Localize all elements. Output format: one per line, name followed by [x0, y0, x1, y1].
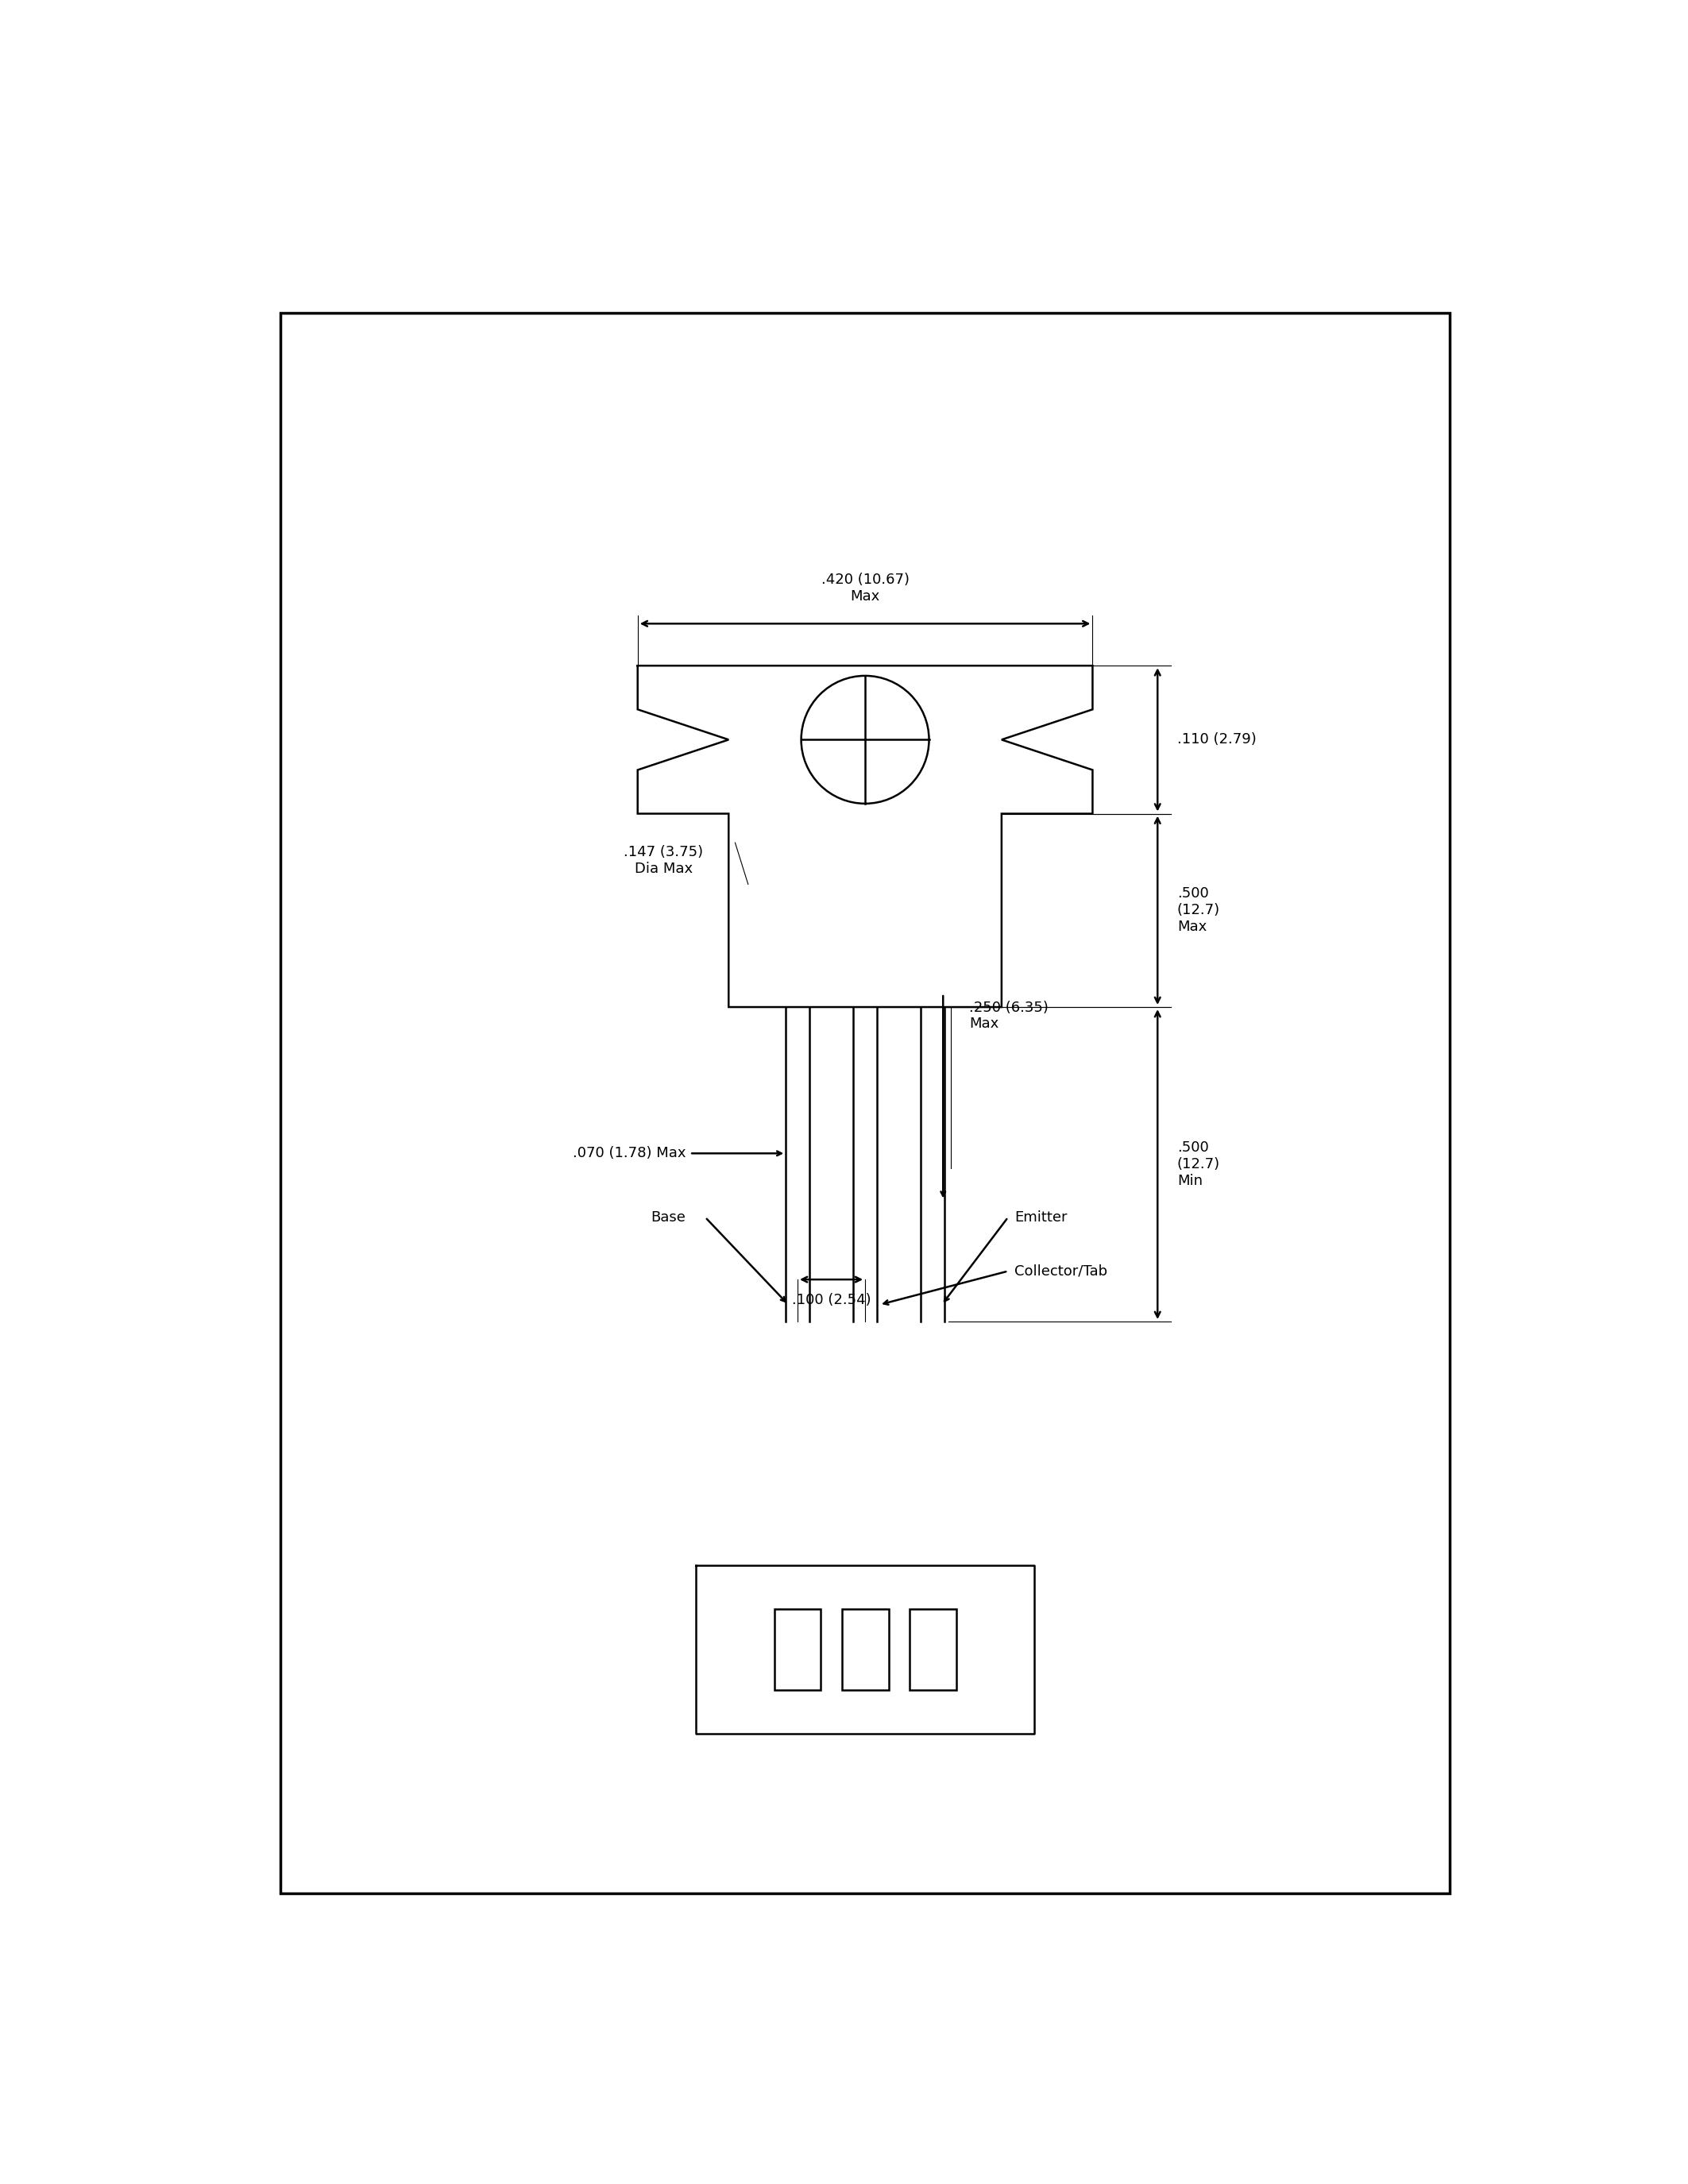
Bar	[775, 1610, 820, 1690]
Text: .110 (2.79): .110 (2.79)	[1177, 732, 1256, 747]
Text: .100 (2.54): .100 (2.54)	[792, 1293, 871, 1308]
Text: .500
(12.7)
Max: .500 (12.7) Max	[1177, 887, 1220, 935]
Bar	[910, 1610, 955, 1690]
Text: .250 (6.35)
Max: .250 (6.35) Max	[969, 1000, 1048, 1031]
Text: .147 (3.75)
Dia Max: .147 (3.75) Dia Max	[625, 845, 704, 876]
Text: .070 (1.78) Max: .070 (1.78) Max	[572, 1147, 685, 1160]
Text: Emitter: Emitter	[1014, 1210, 1067, 1225]
Text: .500
(12.7)
Min: .500 (12.7) Min	[1177, 1140, 1220, 1188]
Text: Base: Base	[650, 1210, 685, 1225]
Bar	[842, 1610, 888, 1690]
Text: Collector/Tab: Collector/Tab	[1014, 1265, 1107, 1278]
Text: .420 (10.67)
Max: .420 (10.67) Max	[820, 572, 910, 603]
